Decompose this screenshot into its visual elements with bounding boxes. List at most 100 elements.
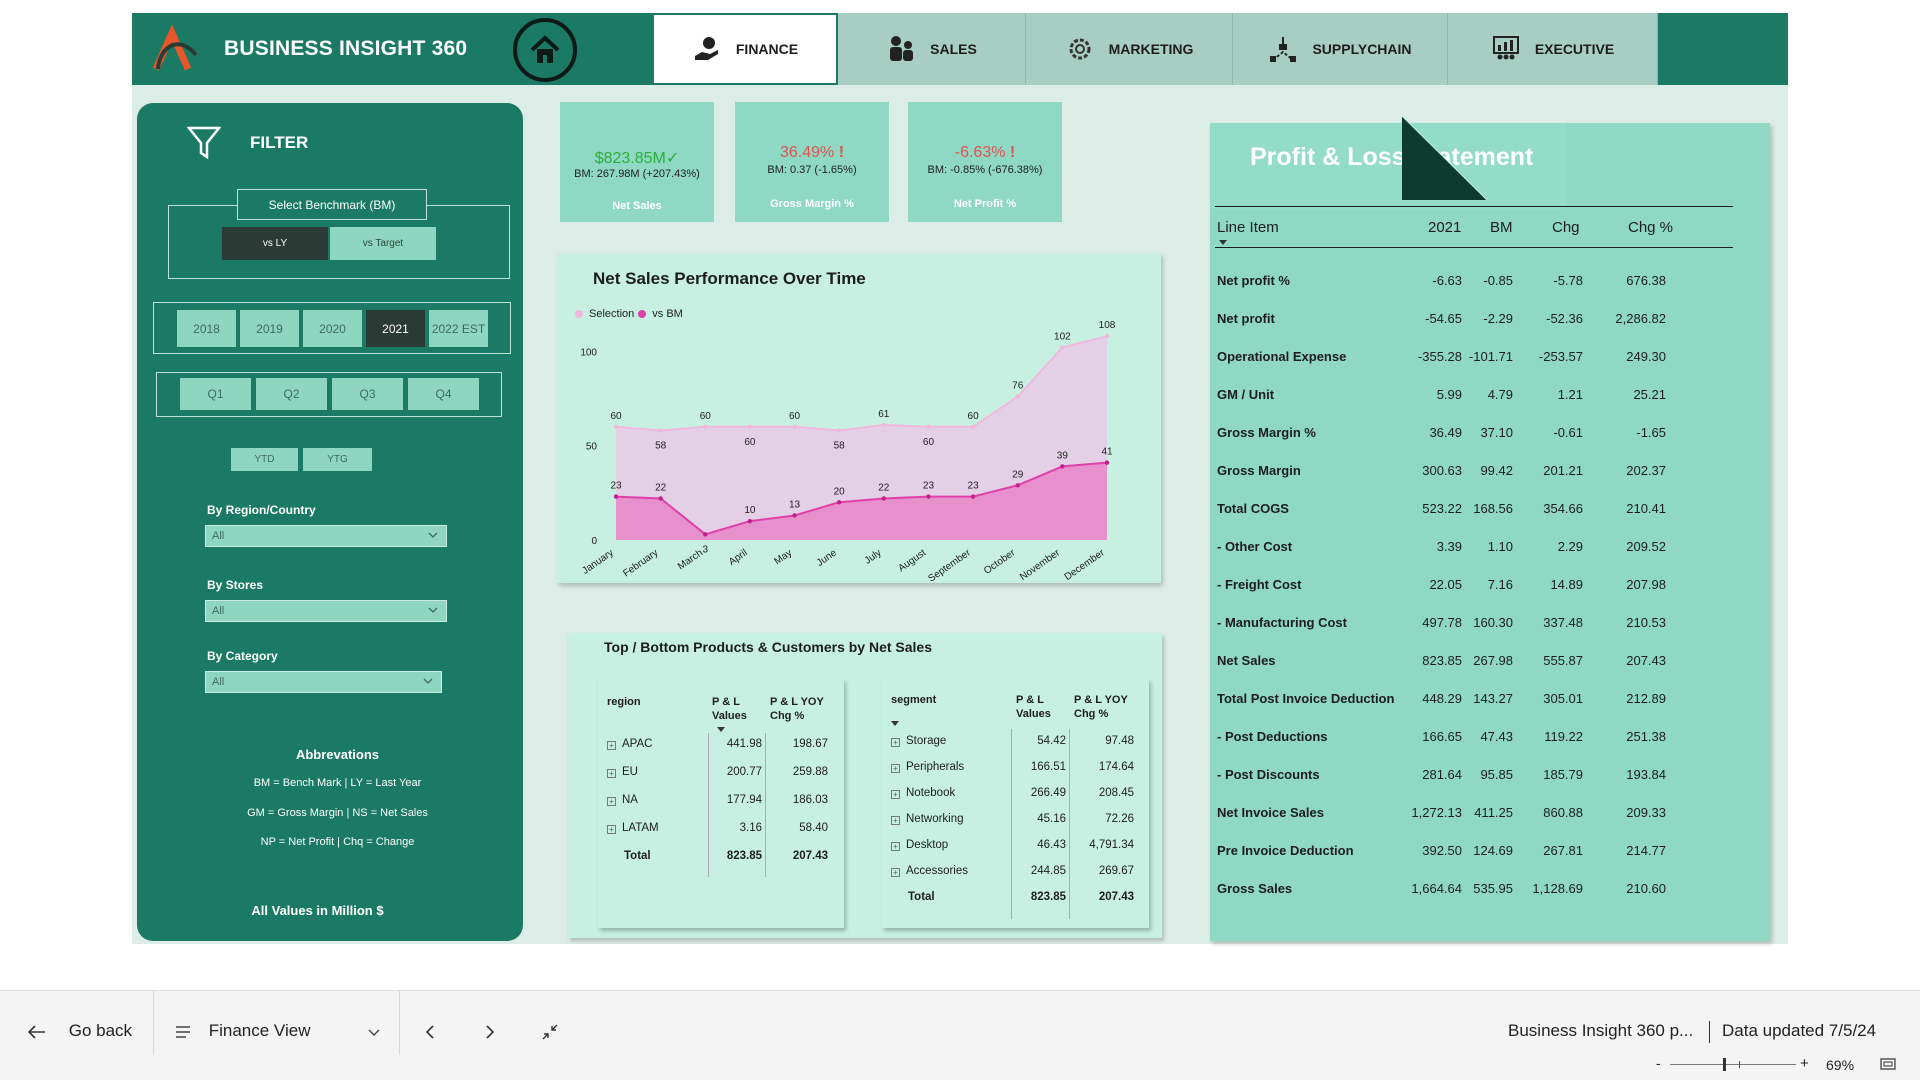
data-point[interactable] [1015, 483, 1020, 488]
pl-table-row[interactable]: Gross Sales 1,664.64 535.95 1,128.69 210.60 [1210, 881, 1770, 919]
data-point[interactable] [658, 428, 663, 433]
pl-table-row[interactable]: Net profit -54.65 -2.29 -52.36 2,286.82 [1210, 311, 1770, 349]
expand-icon[interactable]: + [891, 868, 900, 877]
pl-header-chg[interactable]: Chg [1552, 219, 1580, 236]
stores-filter-dropdown[interactable]: All [205, 600, 447, 622]
expand-icon[interactable]: + [891, 764, 900, 773]
quarter-q1-button[interactable]: Q1 [180, 378, 251, 410]
expand-icon[interactable]: + [607, 741, 616, 750]
data-point[interactable] [836, 428, 842, 433]
data-point[interactable] [1060, 345, 1065, 350]
pl-table-row[interactable]: - Post Deductions 166.65 47.43 119.22 251.38 [1210, 729, 1770, 767]
kpi-card-net-sales[interactable]: $823.85M✓ BM: 267.98M (+207.43%) Net Sal… [560, 102, 714, 222]
zoom-out-button[interactable]: - [1656, 1055, 1661, 1071]
pl-table-row[interactable]: Pre Invoice Deduction 392.50 124.69 267.81 2… [1210, 843, 1770, 881]
data-point[interactable] [970, 494, 976, 499]
kpi-card-gross-margin[interactable]: 36.49% ! BM: 0.37 (-1.65%) Gross Margin … [735, 102, 889, 222]
pl-table-row[interactable]: Net Sales 823.85 267.98 555.87 207.43 [1210, 653, 1770, 691]
data-point[interactable] [881, 422, 887, 428]
data-point[interactable] [658, 496, 663, 501]
tables-title: Top / Bottom Products & Customers by Net… [604, 639, 933, 655]
tab-sales[interactable]: SALES [838, 13, 1026, 85]
data-point[interactable] [1015, 394, 1020, 399]
home-button[interactable] [513, 18, 577, 82]
data-label: 58 [834, 441, 846, 452]
pl-table-row[interactable]: - Manufacturing Cost 497.78 160.30 337.48 21… [1210, 615, 1770, 653]
pl-header-chg-pct[interactable]: Chg % [1628, 219, 1674, 236]
row-value: 441.98 [726, 738, 762, 750]
year-2021-button[interactable]: 2021 [366, 310, 425, 347]
pl-value-bm: 95.85 [1480, 767, 1513, 782]
pl-table-row[interactable]: Operational Expense -355.28 -101.71 -253.57… [1210, 349, 1770, 387]
page-selector-dropdown[interactable]: Finance View [176, 1021, 380, 1041]
pl-table-row[interactable]: Total Post Invoice Deduction 448.29 143.27… [1210, 691, 1770, 729]
quarter-q3-button[interactable]: Q3 [332, 378, 403, 410]
pl-table-row[interactable]: Total COGS 523.22 168.56 354.66 210.41 [1210, 501, 1770, 539]
data-point[interactable] [836, 500, 842, 505]
benchmark-vs-target-button[interactable]: vs Target [330, 227, 436, 260]
tab-finance[interactable]: FINANCE [652, 13, 838, 85]
ytg-button[interactable]: YTG [303, 448, 372, 471]
pl-table-row[interactable]: Net profit % -6.63 -0.85 -5.78 676.38 [1210, 273, 1770, 311]
data-point[interactable] [613, 424, 619, 429]
tab-marketing[interactable]: MARKETING [1026, 13, 1233, 85]
pl-header-year[interactable]: 2021 [1428, 219, 1462, 236]
data-point[interactable] [926, 494, 931, 499]
category-filter-dropdown[interactable]: All [205, 671, 442, 693]
expand-icon[interactable]: + [891, 790, 900, 799]
pl-table-row[interactable]: Gross Margin 300.63 99.42 201.21 202.37 [1210, 463, 1770, 501]
expand-icon[interactable]: + [607, 825, 616, 834]
go-back-button[interactable]: Go back [27, 1021, 132, 1041]
data-point[interactable] [703, 424, 708, 429]
fit-to-page-icon[interactable] [1880, 1058, 1896, 1070]
expand-icon[interactable]: + [607, 769, 616, 778]
pl-table-row[interactable]: - Other Cost 3.39 1.10 2.29 209.52 [1210, 539, 1770, 577]
pl-table-row[interactable]: - Post Discounts 281.64 95.85 185.79 193.84 [1210, 767, 1770, 805]
data-point[interactable] [613, 494, 619, 499]
data-point[interactable] [792, 424, 797, 429]
data-point[interactable] [747, 518, 753, 524]
data-point[interactable] [970, 424, 976, 429]
year-2018-button[interactable]: 2018 [177, 310, 236, 347]
data-point[interactable] [926, 424, 931, 429]
kpi-card-net-profit[interactable]: -6.63% ! BM: -0.85% (-676.38%) Net Profi… [908, 102, 1062, 222]
exit-fullscreen-icon[interactable] [542, 1024, 558, 1040]
previous-page-icon[interactable] [424, 1024, 436, 1040]
data-point[interactable] [1104, 460, 1110, 465]
tab-supplychain[interactable]: SUPPLYCHAIN [1233, 13, 1448, 85]
expand-icon[interactable]: + [891, 842, 900, 851]
pl-header-line-item[interactable]: Line Item [1217, 219, 1279, 236]
pl-header-bm[interactable]: BM [1490, 219, 1513, 236]
pl-table-row[interactable]: Net Invoice Sales 1,272.13 411.25 860.88 209… [1210, 805, 1770, 843]
segment-matrix[interactable]: segment P & L Values P & L YOY Chg % + St… [882, 679, 1149, 928]
pl-table-row[interactable]: Gross Margin % 36.49 37.10 -0.61 -1.65 [1210, 425, 1770, 463]
ytd-button[interactable]: YTD [231, 448, 298, 471]
region-matrix[interactable]: region P & L Values P & L YOY Chg % + APA… [598, 679, 844, 928]
quarter-q4-button[interactable]: Q4 [408, 378, 479, 410]
data-point[interactable] [1060, 464, 1065, 469]
zoom-slider-thumb[interactable] [1723, 1058, 1726, 1071]
expand-icon[interactable]: + [891, 738, 900, 747]
pl-table-row[interactable]: GM / Unit 5.99 4.79 1.21 25.21 [1210, 387, 1770, 425]
expand-icon[interactable]: + [607, 797, 616, 806]
pl-table-row[interactable]: - Freight Cost 22.05 7.16 14.89 207.98 [1210, 577, 1770, 615]
data-point[interactable] [792, 513, 797, 518]
data-point[interactable] [1104, 334, 1110, 339]
next-page-icon[interactable] [484, 1024, 496, 1040]
tab-executive[interactable]: EXECUTIVE [1448, 13, 1658, 85]
zoom-in-button[interactable]: + [1800, 1055, 1809, 1072]
expand-icon[interactable]: + [891, 816, 900, 825]
quarter-q2-button[interactable]: Q2 [256, 378, 327, 410]
pl-value-2021: 5.99 [1436, 387, 1462, 402]
net-sales-area-chart[interactable]: 0 50 100 60 58 60 60 60 58 61 60 60 76 102 108 23 22 3 10 1… [557, 253, 1161, 583]
zoom-level[interactable]: 69% [1826, 1057, 1855, 1073]
benchmark-vs-ly-button[interactable]: vs LY [222, 227, 328, 260]
zoom-slider-track[interactable] [1670, 1058, 1796, 1071]
data-point[interactable] [747, 424, 753, 429]
year-2022-est-button[interactable]: 2022 EST [429, 310, 488, 347]
data-point[interactable] [703, 532, 708, 537]
region-filter-dropdown[interactable]: All [205, 525, 447, 547]
data-point[interactable] [881, 496, 887, 501]
year-2019-button[interactable]: 2019 [240, 310, 299, 347]
year-2020-button[interactable]: 2020 [303, 310, 362, 347]
